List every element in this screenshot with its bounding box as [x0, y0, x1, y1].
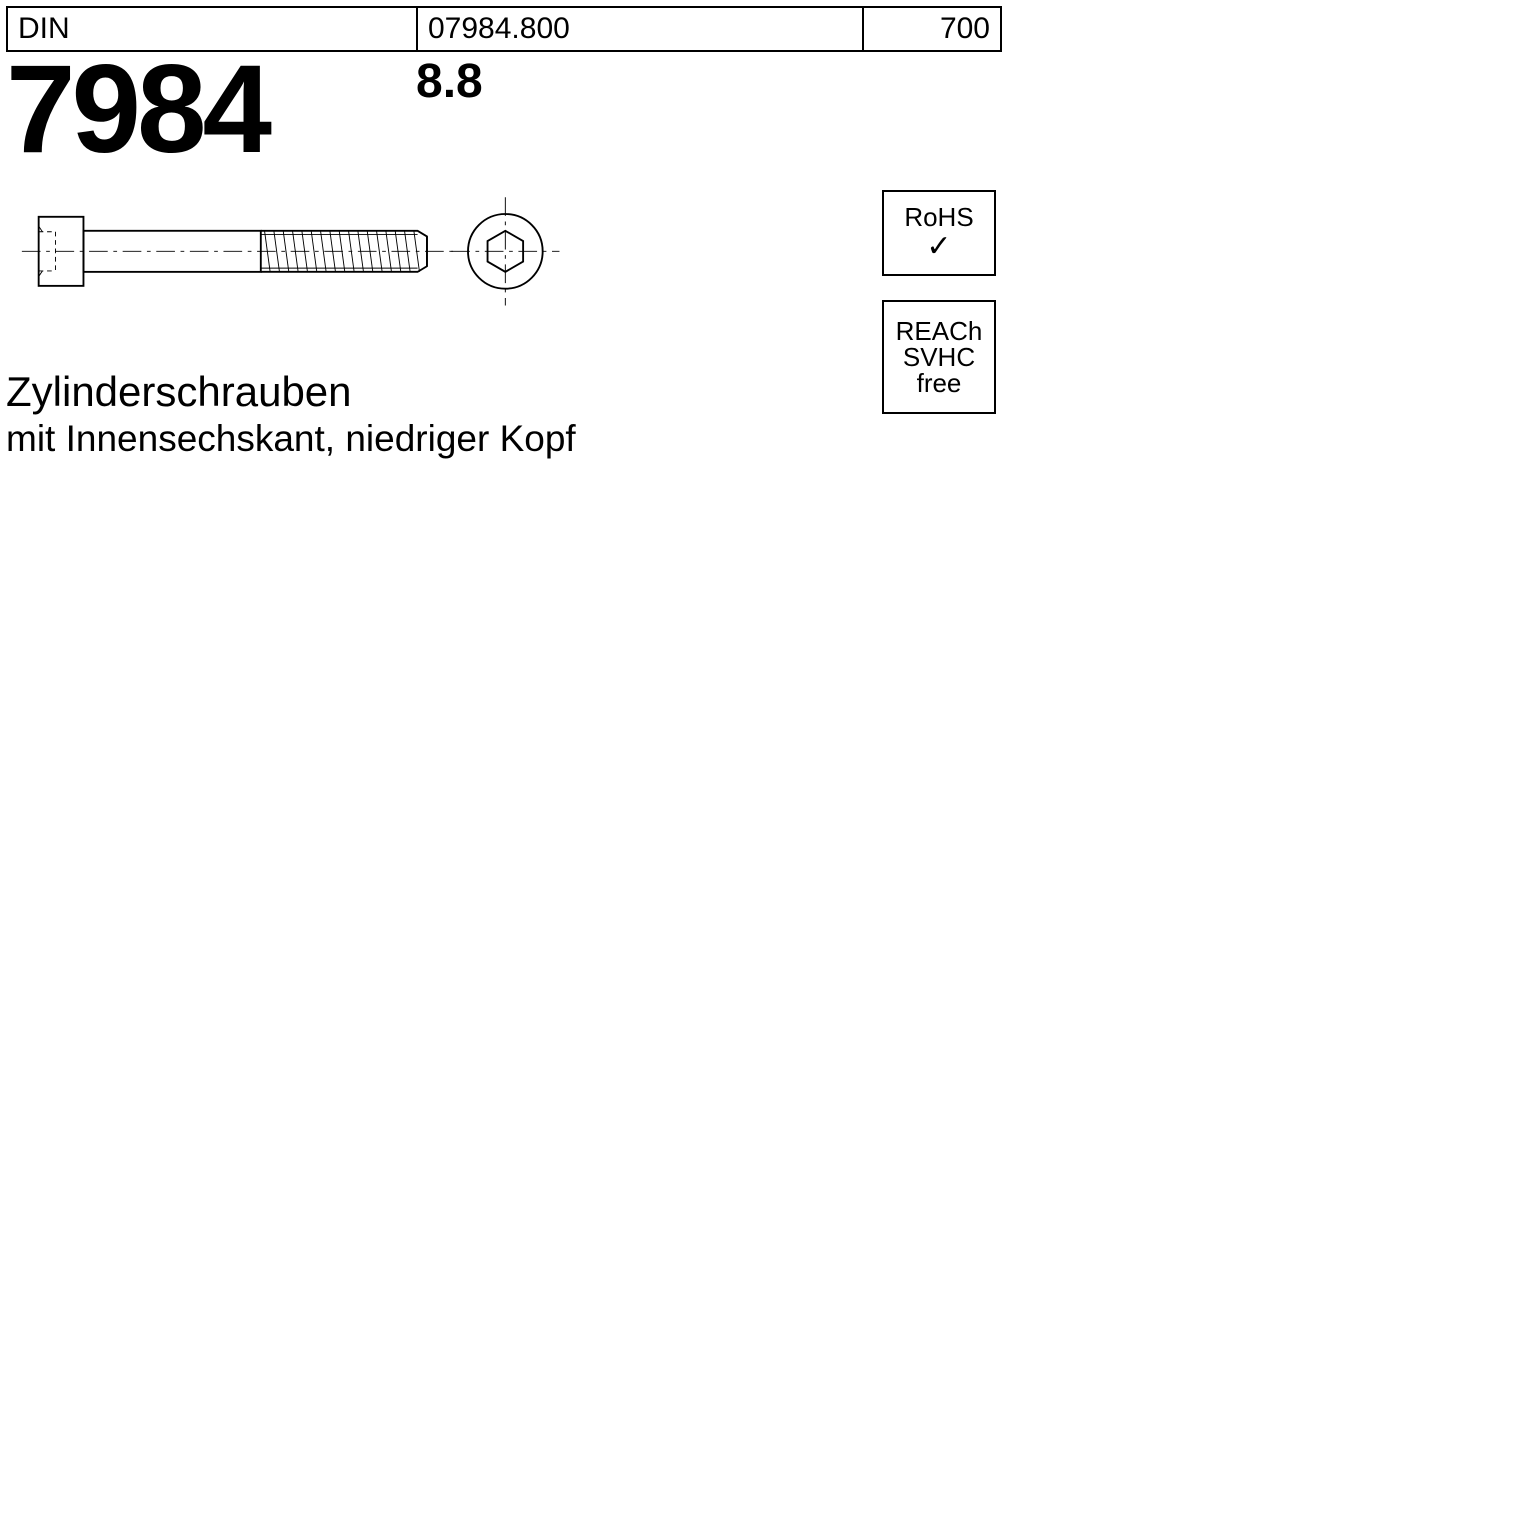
header-right: 700 — [864, 8, 1000, 50]
description-line1: Zylinderschrauben — [6, 368, 352, 416]
screw-drawing — [20, 196, 580, 316]
standard-number: 7984 — [6, 38, 268, 181]
reach-line1: REACh — [896, 318, 983, 344]
header-code: 07984.800 — [418, 8, 864, 50]
reach-badge: REACh SVHC free — [882, 300, 996, 414]
rohs-badge: RoHS ✓ — [882, 190, 996, 276]
check-icon: ✓ — [926, 232, 951, 262]
rohs-label: RoHS — [904, 204, 973, 230]
reach-line2: SVHC — [903, 344, 975, 370]
strength-grade: 8.8 — [416, 54, 483, 109]
description-line2: mit Innensechskant, niedriger Kopf — [6, 418, 576, 460]
datasheet-page: DIN 07984.800 700 7984 8.8 Zylinderschra… — [0, 0, 1536, 1536]
reach-line3: free — [917, 370, 962, 396]
